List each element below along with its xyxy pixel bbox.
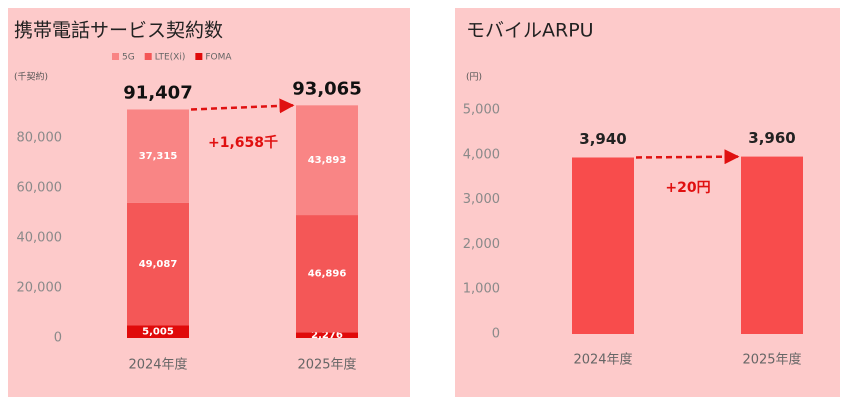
legend-swatch [112, 53, 119, 60]
data-label: 49,087 [139, 259, 178, 270]
y-tick-label: 20,000 [17, 281, 63, 296]
chart-title: 携帯電話サービス契約数 [14, 20, 223, 42]
y-tick-label: 5,000 [463, 103, 500, 118]
y-tick-label: 0 [492, 327, 500, 342]
trend-arrow [190, 98, 295, 114]
legend-label: FOMA [205, 53, 232, 63]
y-tick-label: 80,000 [17, 131, 63, 146]
x-tick-label: 2025年度 [297, 357, 356, 373]
x-tick-label: 2025年度 [742, 352, 801, 368]
trend-arrow [635, 149, 740, 165]
annotation: +1,658千 [208, 134, 278, 151]
legend-label: 5G [122, 53, 135, 63]
y-tick-label: 0 [54, 331, 62, 346]
annotation: +20円 [665, 180, 710, 196]
data-label: 2,276 [311, 330, 343, 341]
legend-label: LTE(Xi) [155, 53, 186, 63]
x-tick-label: 2024年度 [573, 352, 632, 368]
data-label: 5,005 [142, 327, 174, 338]
bar [741, 156, 803, 334]
bar-segment [127, 202, 189, 326]
bar-segment [296, 105, 358, 216]
chart-title: モバイルARPU [466, 20, 594, 42]
total-label: 93,065 [292, 78, 361, 99]
bar [572, 157, 634, 334]
data-label: 3,940 [579, 130, 626, 148]
data-label: 46,896 [308, 269, 347, 280]
legend-swatch [144, 53, 152, 60]
y-tick-label: 60,000 [17, 181, 63, 196]
data-label: 43,893 [308, 155, 347, 166]
y-tick-label: 2,000 [463, 237, 500, 252]
unit-label: (千契約) [14, 71, 48, 83]
bar-segment [127, 325, 189, 338]
x-tick-label: 2024年度 [128, 357, 187, 373]
bar-segment [296, 332, 358, 338]
data-label: 3,960 [748, 129, 795, 147]
y-tick-label: 40,000 [17, 231, 63, 246]
bar-segment [296, 215, 358, 333]
data-label: 37,315 [139, 151, 178, 162]
y-tick-label: 1,000 [463, 282, 500, 297]
bar-segment [127, 109, 189, 203]
y-tick-label: 4,000 [463, 147, 500, 162]
total-label: 91,407 [123, 82, 192, 103]
unit-label: (円) [466, 72, 482, 83]
y-tick-label: 3,000 [463, 192, 500, 207]
legend-swatch [195, 53, 203, 60]
